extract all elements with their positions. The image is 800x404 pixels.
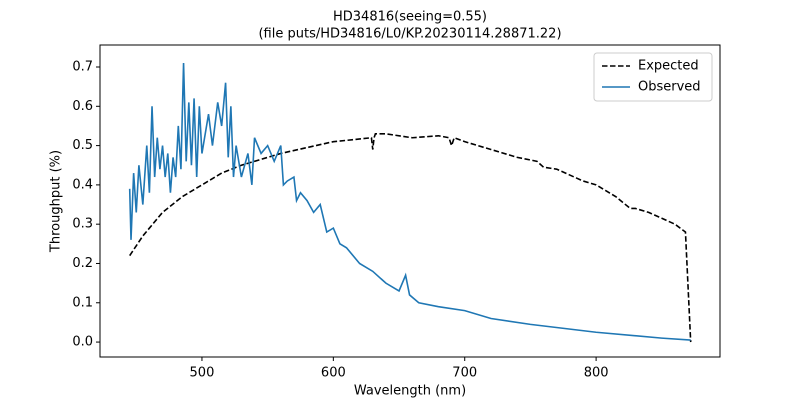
y-axis-label: Throughput (%)	[49, 150, 64, 253]
y-tick-label: 0.5	[72, 138, 93, 153]
plot-frame	[99, 44, 721, 358]
legend-label: Observed	[638, 80, 701, 95]
x-tick-label: 500	[190, 366, 215, 381]
y-tick-label: 0.6	[72, 99, 93, 114]
y-tick-label: 0.2	[72, 256, 93, 271]
y-tick-label: 0.4	[72, 177, 93, 192]
series-line	[128, 63, 691, 341]
y-tick-label: 0.7	[72, 60, 93, 75]
x-axis-label: Wavelength (nm)	[354, 384, 466, 399]
x-tick-label: 600	[321, 366, 346, 381]
chart-title: HD34816(seeing=0.55)	[333, 10, 487, 25]
legend-box	[593, 52, 713, 102]
x-tick-label: 800	[584, 366, 609, 381]
x-tick-label: 700	[452, 366, 477, 381]
y-tick-label: 0.0	[72, 335, 93, 350]
y-tick-label: 0.3	[72, 217, 93, 232]
chart-subtitle: (file puts/HD34816/L0/KP.20230114.28871.…	[258, 27, 561, 42]
legend-label: Expected	[638, 59, 699, 74]
series-line	[129, 133, 692, 343]
plot-area	[128, 63, 692, 343]
y-tick-label: 0.1	[72, 295, 93, 310]
